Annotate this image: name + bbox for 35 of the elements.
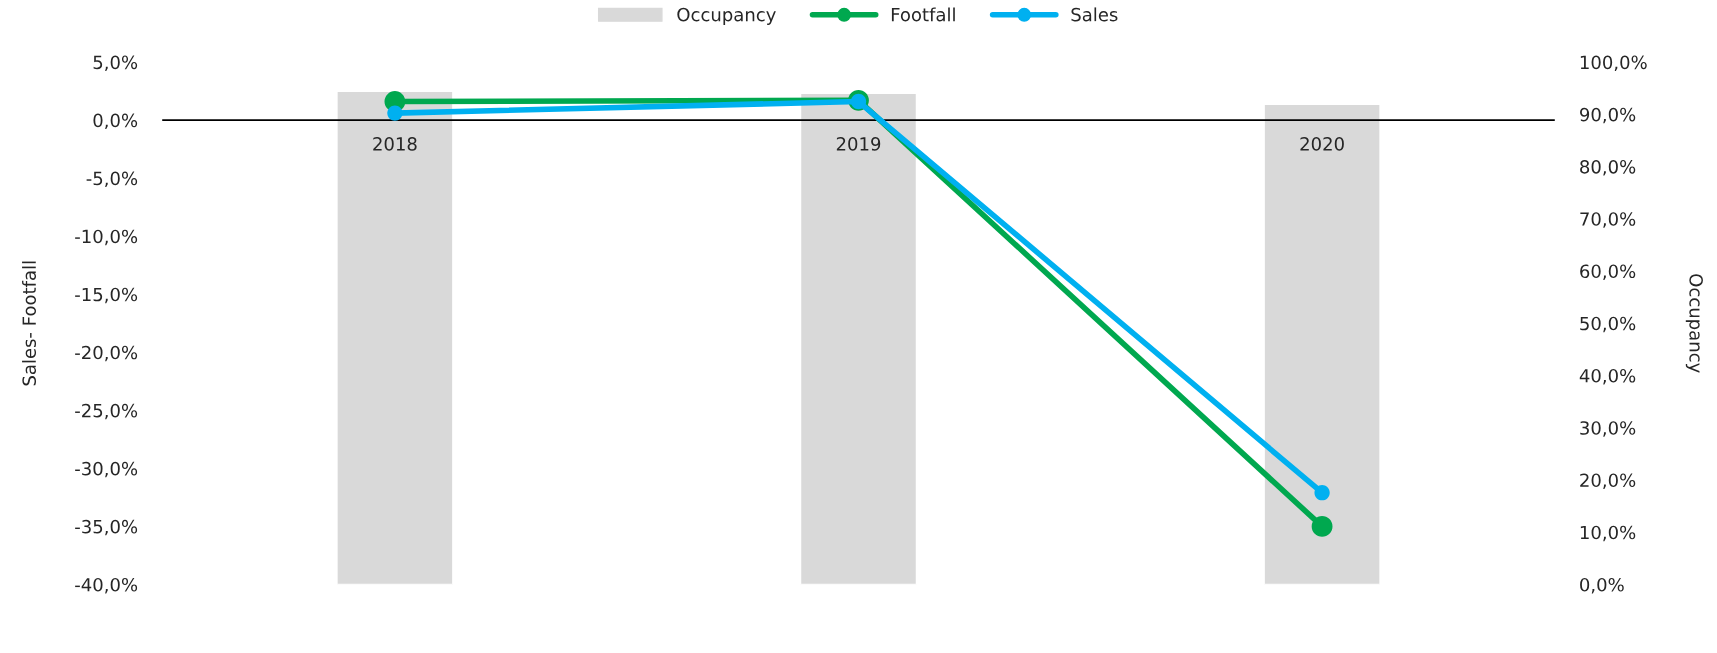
y2-tick-label: 20,0% (1580, 473, 1636, 489)
y-tick-label: 5,0% (93, 55, 138, 71)
y-tick-label: -10,0% (75, 229, 138, 246)
y2-tick-label: 90,0% (1580, 107, 1636, 124)
y-tick-label: -30,0% (75, 461, 138, 478)
bar (799, 92, 918, 585)
bar (336, 90, 454, 585)
y-tick-label: -35,0% (75, 519, 138, 536)
y2-tick-label: 30,0% (1580, 421, 1636, 437)
y2-tick-label: 50,0% (1580, 316, 1636, 333)
point (387, 105, 403, 121)
y2-axis-title: Occupancy (1685, 274, 1703, 373)
y2-tick-label: 70,0% (1580, 212, 1636, 228)
x-tick-label: 2019 (836, 137, 881, 151)
y-tick-label: -20,0% (75, 345, 138, 362)
y2-tick-label: 80,0% (1580, 159, 1636, 176)
x-tick-label: 2018 (373, 137, 417, 151)
y2-tick-label: 40,0% (1579, 368, 1636, 385)
y-tick-label: -5,0% (86, 171, 138, 188)
y-tick-label: 0,0% (93, 113, 138, 130)
legend-label: Sales (1071, 7, 1118, 22)
legend-label: Occupancy (677, 7, 776, 25)
y-axis-title: Sales- Footfall (22, 261, 37, 386)
x-tick-label: 2020 (1300, 137, 1344, 151)
point (1311, 515, 1333, 537)
legend-label: Footfall (891, 7, 955, 22)
y2-tick-label: 10,0% (1580, 525, 1636, 542)
y-tick-label: -25,0% (75, 403, 138, 420)
y2-tick-label: 0,0% (1580, 577, 1624, 594)
y2-tick-label: 100,0% (1580, 55, 1647, 71)
bar (1263, 103, 1381, 585)
y-tick-label: -40,0% (75, 577, 138, 594)
y2-tick-label: 60,0% (1580, 264, 1636, 280)
y-tick-label: -15,0% (75, 287, 138, 304)
point (1314, 485, 1330, 501)
